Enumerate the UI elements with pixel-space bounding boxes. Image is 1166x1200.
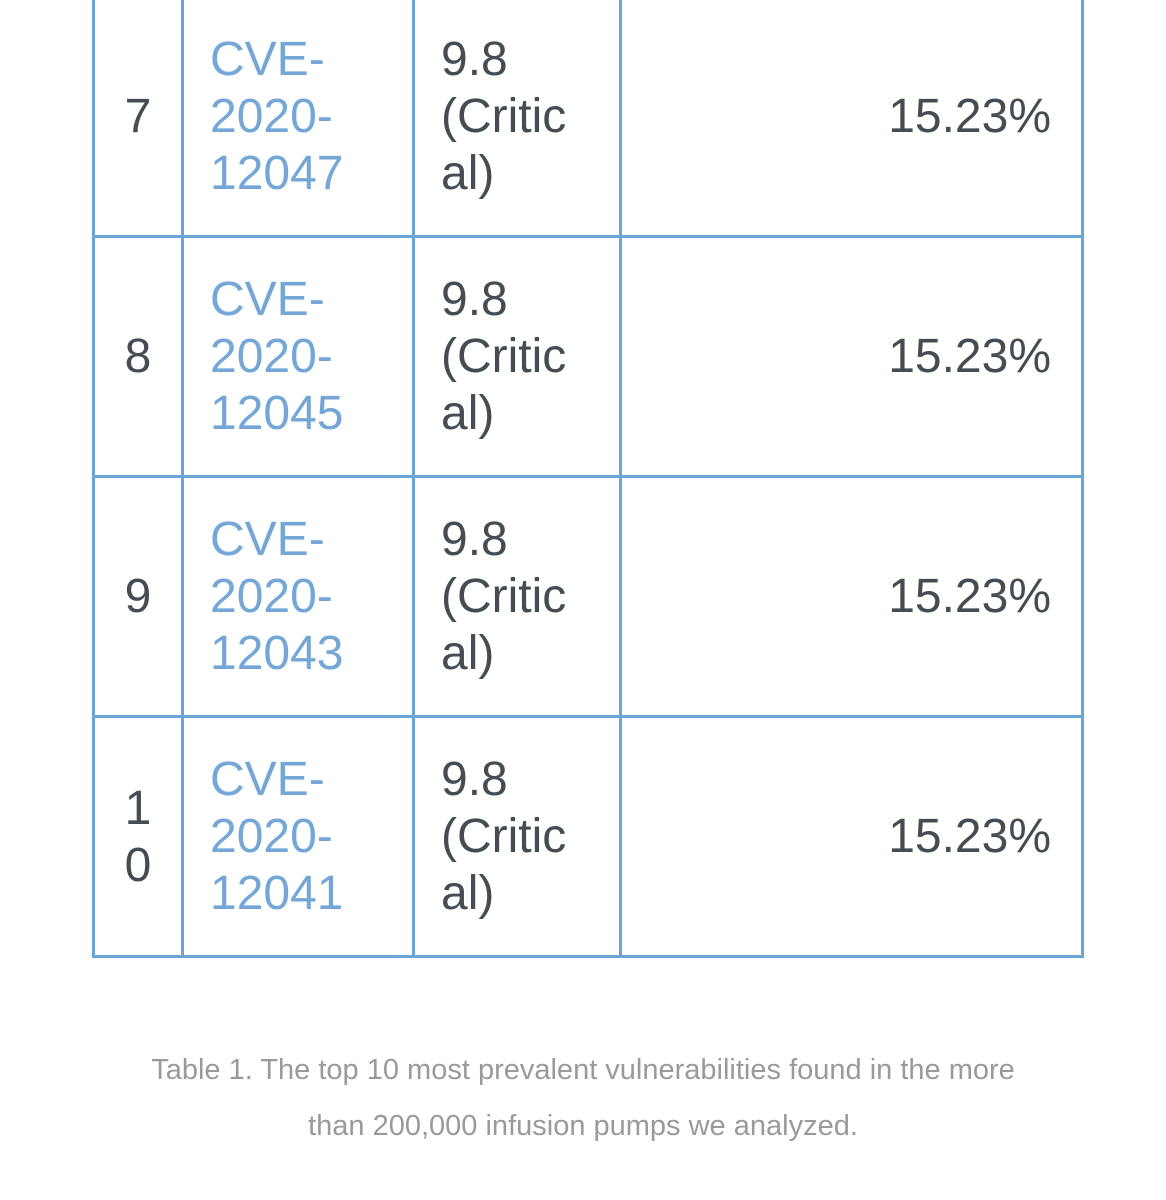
cve-cell: CVE-2020-12045 bbox=[181, 235, 415, 478]
vulnerability-table-wrap: 7 CVE-2020-12047 9.8 (Critical) 15.23% 8… bbox=[92, 0, 1084, 958]
table-row: 8 CVE-2020-12045 9.8 (Critical) 15.23% bbox=[92, 235, 1084, 478]
cve-cell: CVE-2020-12043 bbox=[181, 475, 415, 718]
cve-link[interactable]: CVE-2020-12041 bbox=[210, 753, 344, 920]
table-row: 10 CVE-2020-12041 9.8 (Critical) 15.23% bbox=[92, 715, 1084, 958]
prevalence-cell: 15.23% bbox=[619, 235, 1084, 478]
cve-link[interactable]: CVE-2020-12043 bbox=[210, 513, 344, 680]
cve-link[interactable]: CVE-2020-12047 bbox=[210, 33, 344, 200]
cve-link[interactable]: CVE-2020-12045 bbox=[210, 273, 344, 440]
table-caption: Table 1. The top 10 most prevalent vulne… bbox=[0, 1042, 1166, 1154]
prevalence-cell: 15.23% bbox=[619, 715, 1084, 958]
severity-cell: 9.8 (Critical) bbox=[412, 715, 622, 958]
table-row: 7 CVE-2020-12047 9.8 (Critical) 15.23% bbox=[92, 0, 1084, 238]
vulnerability-table: 7 CVE-2020-12047 9.8 (Critical) 15.23% 8… bbox=[92, 0, 1084, 958]
cve-cell: CVE-2020-12041 bbox=[181, 715, 415, 958]
cve-cell: CVE-2020-12047 bbox=[181, 0, 415, 238]
prevalence-cell: 15.23% bbox=[619, 475, 1084, 718]
severity-cell: 9.8 (Critical) bbox=[412, 475, 622, 718]
severity-cell: 9.8 (Critical) bbox=[412, 0, 622, 238]
rank-cell: 7 bbox=[92, 0, 184, 238]
prevalence-cell: 15.23% bbox=[619, 0, 1084, 238]
severity-cell: 9.8 (Critical) bbox=[412, 235, 622, 478]
table-row: 9 CVE-2020-12043 9.8 (Critical) 15.23% bbox=[92, 475, 1084, 718]
rank-cell: 8 bbox=[92, 235, 184, 478]
caption-line-2: than 200,000 infusion pumps we analyzed. bbox=[308, 1110, 858, 1142]
caption-line-1: Table 1. The top 10 most prevalent vulne… bbox=[151, 1054, 1015, 1086]
rank-cell: 10 bbox=[92, 715, 184, 958]
rank-cell: 9 bbox=[92, 475, 184, 718]
